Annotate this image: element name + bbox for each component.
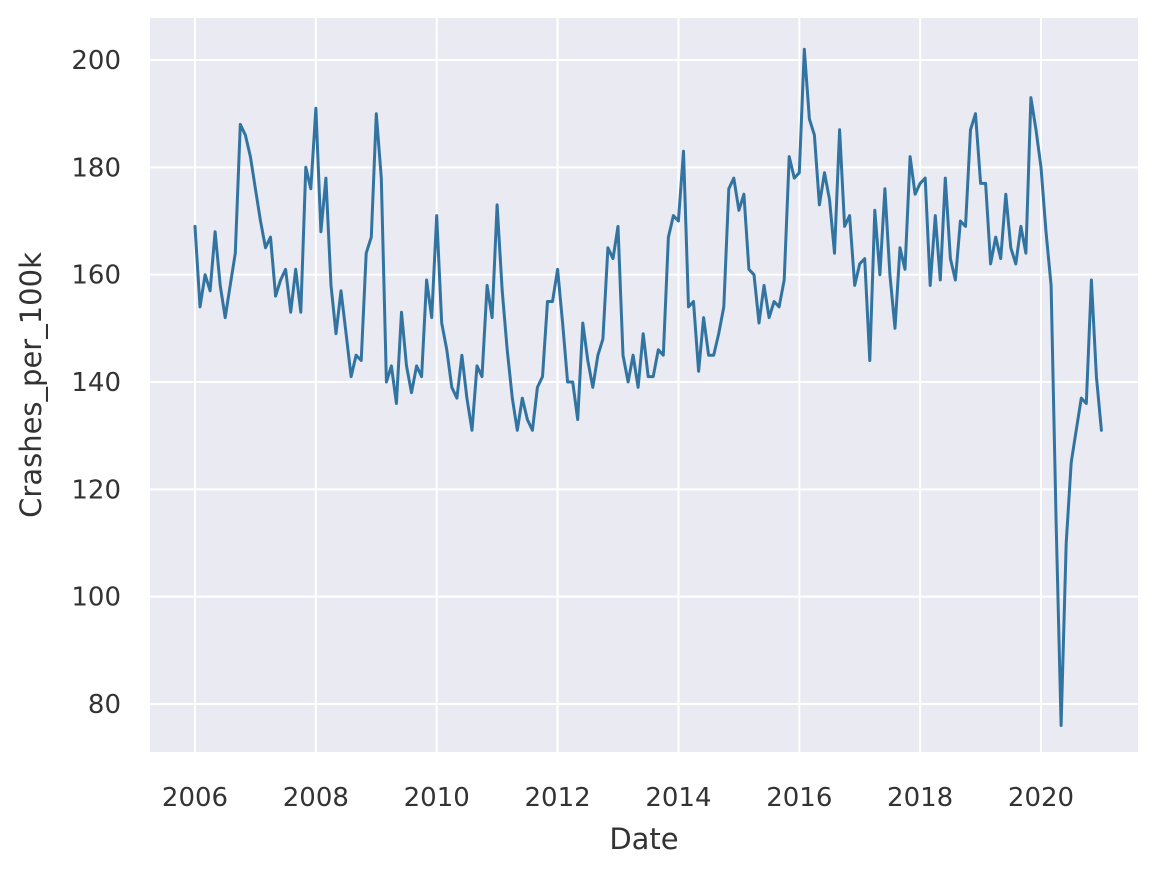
y-tick-label: 160 xyxy=(71,261,121,291)
x-axis-label: Date xyxy=(609,822,678,856)
x-tick-label: 2018 xyxy=(887,783,953,813)
x-tick-label: 2012 xyxy=(524,783,590,813)
x-tick-label: 2020 xyxy=(1008,783,1074,813)
y-tick-label: 80 xyxy=(88,690,121,720)
data-line-crashes-per-100k xyxy=(193,47,1103,727)
y-tick-label: 100 xyxy=(71,583,121,613)
y-tick-label: 180 xyxy=(71,153,121,183)
x-tick-label: 2010 xyxy=(404,783,470,813)
x-tick-label: 2014 xyxy=(645,783,711,813)
plot-area xyxy=(150,18,1138,752)
x-gridlines xyxy=(194,18,1042,752)
x-tick-label: 2008 xyxy=(283,783,349,813)
x-axis-ticks: 2006 2008 2010 2012 2014 2016 2018 2020 xyxy=(162,783,1074,813)
y-axis-ticks: 80 100 120 140 160 180 200 xyxy=(71,46,121,720)
y-tick-label: 200 xyxy=(71,46,121,76)
y-tick-label: 140 xyxy=(71,368,121,398)
x-tick-label: 2016 xyxy=(766,783,832,813)
x-tick-label: 2006 xyxy=(162,783,228,813)
y-tick-label: 120 xyxy=(71,475,121,505)
y-gridlines xyxy=(150,59,1138,705)
y-axis-label: Crashes_per_100k xyxy=(14,252,48,518)
